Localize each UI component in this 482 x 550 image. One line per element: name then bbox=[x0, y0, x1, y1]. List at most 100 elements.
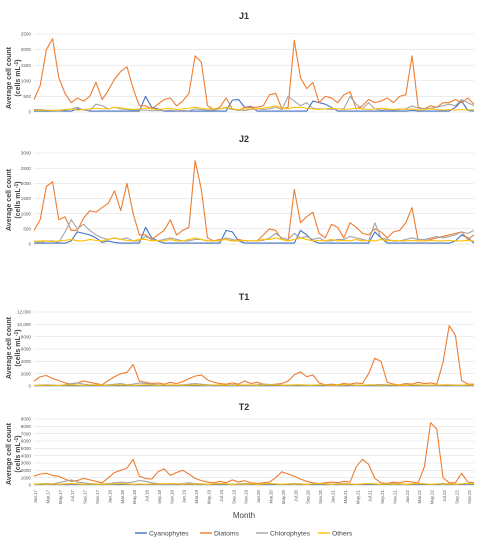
y-tick-label: 6000 bbox=[21, 439, 32, 444]
y-tick-label: 1500 bbox=[21, 63, 32, 68]
panel-title: J2 bbox=[239, 134, 249, 144]
panel-title: J1 bbox=[239, 11, 249, 21]
y-tick-label: 1000 bbox=[21, 78, 32, 83]
gridlines bbox=[34, 33, 474, 113]
x-tick-label: Jan.19 bbox=[182, 489, 187, 503]
x-tick-label: Nov.21 bbox=[392, 489, 397, 503]
y-tick-label: 12,000 bbox=[17, 310, 31, 315]
panel-j1: J1 Average cell count (cells mL-1) 0 500 1… bbox=[6, 11, 475, 115]
x-tick-labels: Jan.17 Mar.17 May.17 Jul.17 Sep.17 Nov.17 Jan.… bbox=[33, 489, 472, 504]
y-tick-label: 2000 bbox=[21, 468, 32, 473]
gridlines bbox=[34, 152, 474, 245]
y-tick-label: 8000 bbox=[21, 334, 32, 339]
series-line-chlorophytes bbox=[33, 219, 475, 244]
x-tick-label: May.21 bbox=[355, 489, 360, 504]
y-tick-label: 2000 bbox=[21, 371, 32, 376]
x-tick-label: Sep.21 bbox=[380, 489, 385, 503]
legend-label-cyanophytes: Cyanophytes bbox=[149, 531, 189, 538]
y-axis-label: Average cell count bbox=[6, 46, 13, 109]
series-line-diatoms bbox=[33, 422, 475, 485]
x-tick-label: Mar.17 bbox=[45, 489, 50, 503]
x-tick-label: May.19 bbox=[207, 489, 212, 504]
y-tick-label: 7000 bbox=[21, 431, 32, 436]
x-tick-label: Nov.22 bbox=[467, 489, 472, 503]
y-axis-label: Average cell count bbox=[6, 422, 13, 485]
y-tick-label: 2500 bbox=[21, 166, 32, 171]
x-tick-label: Mar.19 bbox=[194, 489, 199, 503]
y-tick-label: 10,000 bbox=[17, 322, 31, 327]
y-tick-label: 0 bbox=[28, 483, 31, 488]
x-tick-label: Nov.17 bbox=[95, 489, 100, 503]
series-line-cyanophytes bbox=[34, 226, 475, 244]
x-tick-label: Jul.20 bbox=[293, 489, 298, 501]
series-lines bbox=[33, 160, 475, 244]
y-tick-label: 500 bbox=[23, 226, 31, 231]
x-tick-label: Mar.18 bbox=[120, 489, 125, 503]
x-tick-label: Jul.18 bbox=[145, 489, 150, 501]
y-tick-label: 4000 bbox=[21, 453, 32, 458]
y-tick-label: 1500 bbox=[21, 196, 32, 201]
panel-t2: T2 Average cell count (cells mL-1) 0 1000… bbox=[6, 402, 475, 488]
x-tick-label: Jul.22 bbox=[442, 489, 447, 501]
series-lines bbox=[33, 325, 475, 387]
x-tick-label: Sep.19 bbox=[231, 489, 236, 503]
y-tick-label: 500 bbox=[23, 94, 31, 99]
gridlines bbox=[34, 311, 474, 387]
gridlines bbox=[34, 418, 474, 486]
y-axis-label: Average cell count bbox=[6, 316, 13, 379]
series-lines bbox=[33, 422, 475, 486]
x-tick-label: Mar.22 bbox=[417, 489, 422, 503]
x-tick-label: Mar.20 bbox=[268, 489, 273, 503]
y-tick-label: 8000 bbox=[21, 424, 32, 429]
legend-label-others: Others bbox=[332, 531, 353, 538]
legend: Cyanophytes Diatoms Chlorophytes Others bbox=[135, 531, 353, 538]
x-tick-label: Jan.22 bbox=[405, 489, 410, 503]
y-tick-label: 0 bbox=[28, 242, 31, 247]
y-tick-label: 5000 bbox=[21, 446, 32, 451]
x-tick-label: May.18 bbox=[132, 489, 137, 504]
y-tick-labels: 0 500 1000 1500 2000 2500 bbox=[21, 32, 32, 115]
y-axis-label-units: (cells mL-1) bbox=[14, 59, 22, 96]
x-tick-label: Nov.19 bbox=[244, 489, 249, 503]
x-tick-label: Jul.19 bbox=[219, 489, 224, 501]
series-line-others bbox=[33, 482, 475, 485]
y-axis-label: Average cell count bbox=[6, 168, 13, 231]
x-tick-label: Jul.17 bbox=[70, 489, 75, 501]
y-axis-label-units: (cells mL-1) bbox=[14, 329, 22, 366]
panel-title: T2 bbox=[239, 402, 250, 412]
y-tick-label: 3000 bbox=[21, 151, 32, 156]
x-tick-label: Nov.18 bbox=[169, 489, 174, 503]
x-tick-label: Jan.20 bbox=[256, 489, 261, 503]
y-tick-label: 2500 bbox=[21, 32, 32, 37]
x-tick-label: Jan.17 bbox=[33, 489, 38, 503]
y-tick-label: 2000 bbox=[21, 47, 32, 52]
y-axis-label-units: (cells mL-1) bbox=[14, 181, 22, 218]
x-tick-label: Sep.22 bbox=[454, 489, 459, 503]
series-lines bbox=[33, 38, 475, 112]
series-line-others bbox=[33, 237, 475, 243]
panel-t1: T1 Average cell count (cells mL-1) 0 2000… bbox=[6, 292, 475, 389]
y-axis-label-units: (cells mL-1) bbox=[14, 435, 22, 472]
x-tick-label: Nov.20 bbox=[318, 489, 323, 503]
legend-label-chlorophytes: Chlorophytes bbox=[270, 531, 311, 538]
y-tick-label: 3000 bbox=[21, 461, 32, 466]
y-tick-label: 1000 bbox=[21, 211, 32, 216]
x-tick-label: Jan.21 bbox=[330, 489, 335, 503]
x-tick-label: May.17 bbox=[58, 489, 63, 504]
series-line-diatoms bbox=[33, 38, 475, 111]
series-line-diatoms bbox=[33, 325, 474, 386]
series-line-others bbox=[34, 384, 475, 386]
y-tick-label: 6000 bbox=[21, 347, 32, 352]
series-line-others bbox=[33, 105, 475, 111]
legend-label-diatoms: Diatoms bbox=[214, 531, 240, 538]
x-axis-label: Month bbox=[233, 511, 255, 520]
x-tick-label: Sep.17 bbox=[83, 489, 88, 503]
y-tick-labels: 0 500 1000 1500 2000 2500 3000 bbox=[21, 151, 32, 247]
y-tick-label: 0 bbox=[28, 110, 31, 115]
x-tick-label: Jul.21 bbox=[368, 489, 373, 501]
y-tick-label: 2000 bbox=[21, 181, 32, 186]
y-tick-label: 4000 bbox=[21, 359, 32, 364]
y-tick-labels: 0 2000 4000 6000 8000 10,000 12,000 bbox=[17, 310, 32, 389]
panel-title: T1 bbox=[239, 292, 250, 302]
x-tick-label: Sep.18 bbox=[157, 489, 162, 503]
